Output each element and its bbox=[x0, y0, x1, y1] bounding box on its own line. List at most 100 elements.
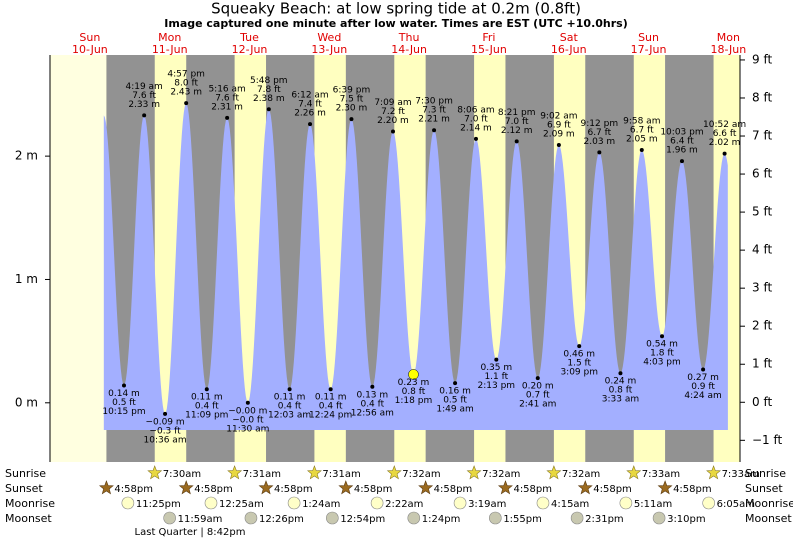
extreme-label: 7:09 am bbox=[374, 98, 411, 108]
moonrise-time: 3:19am bbox=[468, 499, 506, 510]
extreme-label: 4:24 am bbox=[684, 391, 721, 401]
extreme-label: 7.0 ft bbox=[464, 114, 488, 124]
moonset-icon bbox=[163, 511, 176, 525]
extreme-label: 1.5 ft bbox=[567, 359, 591, 369]
extreme-label: 0.4 ft bbox=[319, 402, 343, 412]
extreme-label: 7.6 ft bbox=[215, 93, 239, 103]
extreme-label: 12:56 am bbox=[351, 408, 394, 418]
extreme-label: 0.24 m bbox=[605, 377, 637, 387]
moonrise-icon bbox=[370, 496, 384, 510]
extreme-label: 0.27 m bbox=[687, 373, 719, 383]
extreme-label: 4:19 am bbox=[125, 82, 162, 92]
extreme-point bbox=[722, 151, 727, 156]
moonrise-time: 6:05am bbox=[717, 499, 755, 510]
day-name: Wed bbox=[317, 31, 341, 44]
extreme-label: 2.12 m bbox=[501, 126, 533, 136]
chart-title: Squeaky Beach: at low spring tide at 0.2… bbox=[211, 0, 581, 18]
extreme-point bbox=[245, 400, 250, 405]
moonset-icon bbox=[570, 511, 584, 525]
extreme-point bbox=[408, 369, 419, 380]
day-name: Tue bbox=[239, 31, 259, 44]
extreme-label: 0.4 ft bbox=[278, 402, 302, 412]
extreme-label: 0.9 ft bbox=[691, 382, 715, 392]
y-tick-label: 1 m bbox=[15, 272, 38, 286]
extreme-label: 6.7 ft bbox=[587, 128, 611, 138]
day-date: 12-Jun bbox=[232, 43, 268, 56]
extreme-label: 3:09 pm bbox=[560, 368, 598, 378]
day-name: Thu bbox=[398, 31, 420, 44]
extreme-point bbox=[142, 113, 147, 118]
extreme-point bbox=[184, 101, 189, 106]
sunrise-time: 7:31am bbox=[243, 469, 281, 480]
sunrise-time: 7:32am bbox=[402, 469, 440, 480]
extreme-label: 2.43 m bbox=[170, 88, 202, 98]
day-date: 15-Jun bbox=[471, 43, 507, 56]
extreme-label: 0.13 m bbox=[356, 390, 388, 400]
y2-tick-label: 4 ft bbox=[752, 243, 772, 257]
extreme-label: 10:36 am bbox=[144, 435, 187, 445]
sunset-icon bbox=[178, 480, 194, 495]
moonrise-time: 12:25am bbox=[219, 499, 264, 510]
sunrise-time: 7:30am bbox=[163, 469, 201, 480]
sunset-icon bbox=[657, 480, 673, 495]
extreme-label: 12:03 am bbox=[268, 411, 311, 421]
moonset-icon bbox=[489, 511, 502, 525]
sunrise-icon bbox=[386, 465, 402, 480]
y2-tick-label: 1 ft bbox=[752, 357, 772, 371]
sunrise-time: 7:33am bbox=[722, 469, 760, 480]
tide-area bbox=[103, 103, 728, 431]
row-label: Moonrise bbox=[5, 497, 55, 510]
sunrise-time: 7:32am bbox=[562, 469, 600, 480]
moon-phase: Last Quarter | 8:42pm bbox=[135, 527, 246, 538]
sunrise-icon bbox=[306, 465, 322, 480]
sunrise-time: 7:32am bbox=[482, 469, 520, 480]
sunrise-icon bbox=[147, 465, 163, 480]
moonrise-time: 2:22am bbox=[385, 499, 423, 510]
extreme-point bbox=[432, 128, 437, 133]
y2-tick-label: 6 ft bbox=[752, 167, 772, 181]
day-name: Mon bbox=[158, 31, 181, 44]
sunset-icon bbox=[98, 480, 114, 495]
moonrise-icon bbox=[702, 496, 715, 510]
extreme-label: 5:48 pm bbox=[250, 76, 288, 86]
moonset-time: 12:26pm bbox=[259, 514, 304, 525]
day-name: Sat bbox=[560, 31, 579, 44]
extreme-label: 0.4 ft bbox=[360, 399, 384, 409]
extreme-label: 7:30 pm bbox=[415, 97, 453, 107]
y-tick-label: 2 m bbox=[15, 149, 38, 163]
extreme-point bbox=[204, 387, 209, 392]
extreme-label: 2.33 m bbox=[128, 100, 160, 110]
extreme-label: 0.11 m bbox=[274, 393, 306, 403]
extreme-label: 9:58 am bbox=[623, 116, 660, 126]
extreme-label: 6.7 ft bbox=[630, 125, 654, 135]
extreme-label: 6:12 am bbox=[291, 91, 328, 101]
sunrise-icon bbox=[466, 465, 482, 480]
chart-subtitle: Image captured one minute after low wate… bbox=[164, 17, 627, 30]
extreme-label: 0.8 ft bbox=[402, 387, 426, 397]
extreme-label: 1:49 am bbox=[436, 405, 473, 415]
extreme-point bbox=[639, 147, 644, 152]
y2-tick-label: 7 ft bbox=[752, 129, 772, 143]
extreme-label: 0.5 ft bbox=[443, 396, 467, 406]
extreme-label: −0.00 m bbox=[228, 406, 267, 416]
sunrise-time: 7:31am bbox=[322, 469, 360, 480]
day-name: Mon bbox=[717, 31, 740, 44]
extreme-label: 3:33 am bbox=[602, 395, 639, 405]
day-date: 17-Jun bbox=[631, 43, 667, 56]
moonset-icon bbox=[652, 511, 666, 525]
extreme-label: 2.30 m bbox=[336, 104, 368, 114]
sunset-time: 4:58pm bbox=[354, 484, 393, 495]
row-label: Sunset bbox=[745, 482, 783, 495]
extreme-point bbox=[556, 143, 561, 148]
pre-data bbox=[50, 55, 107, 462]
day-name: Sun bbox=[79, 31, 100, 44]
extreme-label: 7.0 ft bbox=[505, 117, 529, 127]
row-label: Moonrise bbox=[745, 497, 793, 510]
extreme-label: 2.21 m bbox=[418, 115, 450, 125]
extreme-label: 2.20 m bbox=[377, 116, 409, 126]
extreme-label: 0.35 m bbox=[480, 363, 512, 373]
moonset-time: 11:59am bbox=[178, 514, 223, 525]
extreme-point bbox=[163, 411, 168, 416]
moonset-icon bbox=[244, 511, 258, 525]
